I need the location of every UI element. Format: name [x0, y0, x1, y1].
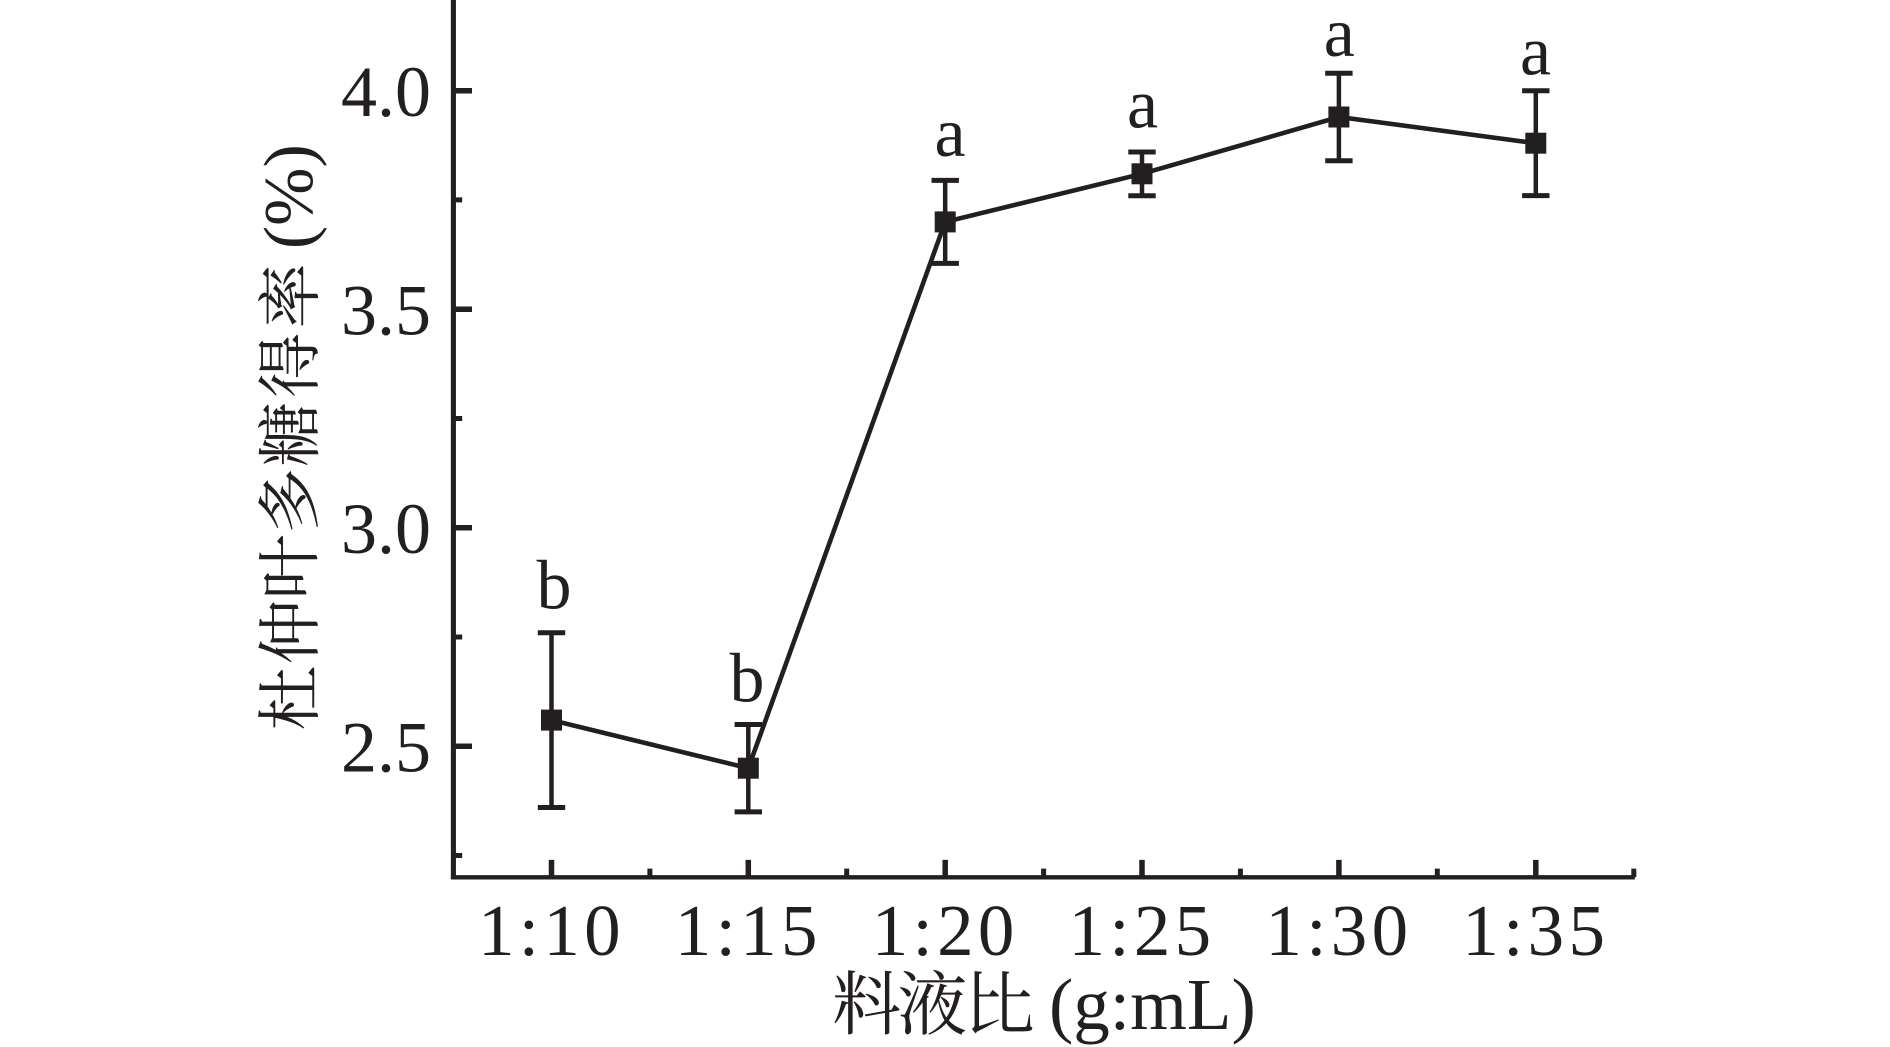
svg-text:a: a	[1127, 67, 1158, 144]
svg-text:b: b	[537, 547, 572, 624]
svg-text:2.5: 2.5	[341, 707, 431, 787]
svg-text:3.0: 3.0	[341, 489, 431, 569]
svg-text:(g:mL): (g:mL)	[1049, 964, 1256, 1045]
svg-text:1:30: 1:30	[1265, 890, 1412, 971]
svg-text:1:35: 1:35	[1462, 890, 1609, 971]
svg-text:1:25: 1:25	[1069, 890, 1216, 971]
svg-text:a: a	[934, 95, 965, 172]
svg-text:1:10: 1:10	[478, 890, 625, 971]
svg-text:(%): (%)	[251, 144, 328, 249]
svg-text:4.0: 4.0	[341, 52, 431, 132]
svg-text:1:15: 1:15	[675, 890, 822, 971]
svg-text:a: a	[1520, 14, 1551, 91]
svg-text:1:20: 1:20	[872, 890, 1019, 971]
svg-text:a: a	[1324, 0, 1355, 72]
svg-text:b: b	[730, 641, 765, 718]
svg-text:3.5: 3.5	[341, 270, 431, 350]
